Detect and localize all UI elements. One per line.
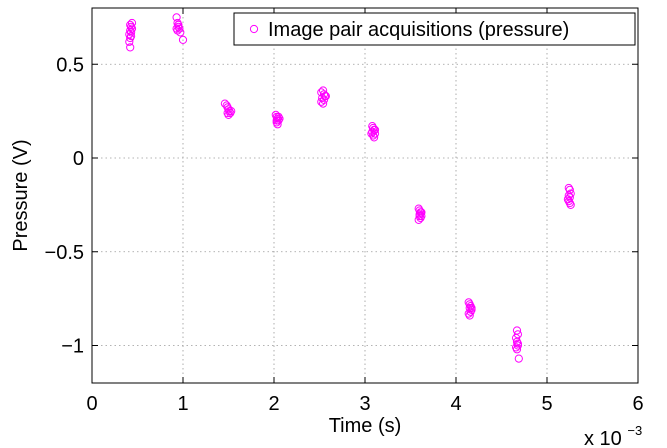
data-point <box>512 345 522 354</box>
data-point <box>319 95 329 105</box>
x-tick-label: 1 <box>177 393 188 415</box>
x-axis-multiplier: x 10 −3 <box>584 423 642 448</box>
data-point <box>321 92 330 101</box>
y-tick-label: 0 <box>73 148 84 170</box>
data-point <box>465 311 474 320</box>
legend-marker <box>249 24 259 34</box>
y-tick-label: 0.5 <box>56 54 84 76</box>
x-axis-multiplier-base: x 10 <box>584 428 622 448</box>
data-point <box>317 97 326 106</box>
data-point <box>172 13 181 22</box>
legend-label: Image pair acquisitions (pressure) <box>268 19 569 41</box>
tick-labels: 0 1 2 3 4 5 6 −1 −0.5 0 0.5 <box>45 54 644 415</box>
data-point <box>174 20 183 29</box>
data-point <box>466 307 475 316</box>
x-tick-label: 0 <box>86 393 97 415</box>
data-point <box>512 333 521 343</box>
data-point <box>127 18 137 28</box>
data-point <box>319 90 329 99</box>
y-tick-label: −0.5 <box>45 242 84 264</box>
data-point <box>368 127 377 136</box>
data-point <box>127 24 137 33</box>
data-point <box>370 125 380 134</box>
data-point <box>514 354 523 363</box>
data-point <box>126 26 135 35</box>
legend: Image pair acquisitions (pressure) <box>233 12 636 46</box>
x-tick-label: 5 <box>541 393 552 415</box>
x-tick-label: 3 <box>359 393 370 415</box>
data-point <box>126 20 135 29</box>
data-point <box>175 24 184 33</box>
data-point <box>272 116 281 125</box>
x-tick-label: 6 <box>632 393 643 415</box>
data-point <box>566 200 575 209</box>
data-point <box>414 215 423 224</box>
legend-box <box>233 12 636 46</box>
x-tick-label: 4 <box>450 393 461 415</box>
x-axis-multiplier-exponent: −3 <box>627 423 642 438</box>
data-point <box>417 208 426 217</box>
grid-lines <box>92 8 638 383</box>
data-point <box>224 105 233 114</box>
data-point <box>564 197 573 206</box>
data-point <box>178 35 188 45</box>
y-axis-label: Pressure (V) <box>10 139 32 251</box>
data-point <box>513 339 523 348</box>
data-point <box>223 108 232 118</box>
data-point <box>467 303 476 313</box>
y-tick-label: −1 <box>61 336 84 358</box>
data-point <box>370 129 380 138</box>
x-axis-label: Time (s) <box>329 415 402 437</box>
data-point <box>319 99 328 108</box>
data-point <box>415 212 424 221</box>
x-tick-label: 2 <box>268 393 279 415</box>
data-point <box>126 43 135 52</box>
data-point <box>274 112 283 121</box>
data-points <box>125 13 575 363</box>
data-point <box>172 24 181 33</box>
